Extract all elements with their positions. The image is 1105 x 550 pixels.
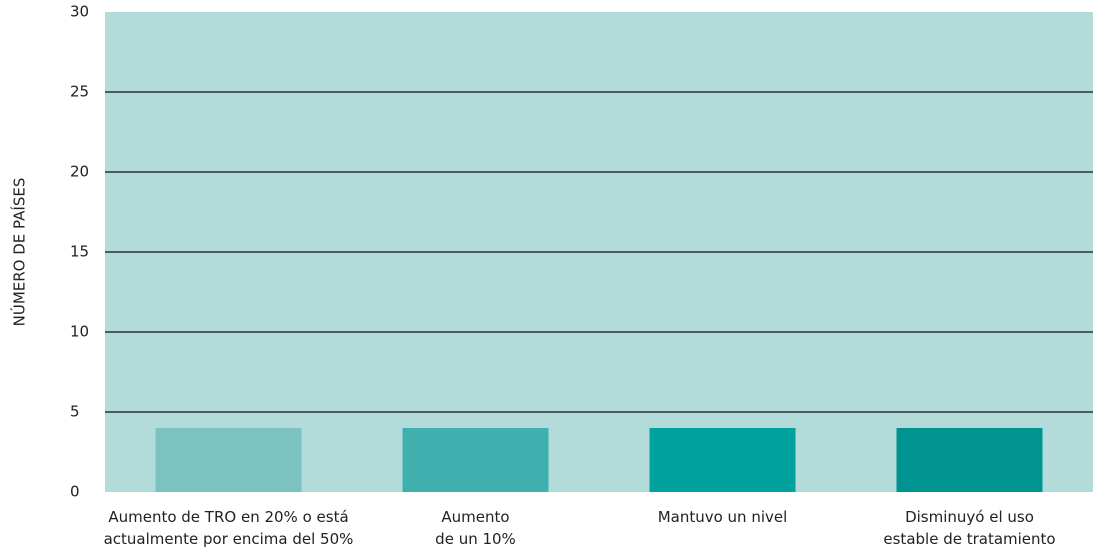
bar [402,428,549,492]
x-tick-label-line: de un 10% [435,530,516,548]
x-tick-label-line: Mantuvo un nivel [658,508,788,526]
x-tick-label-line: Aumento [441,508,509,526]
x-tick-label-line: estable de tratamiento [883,530,1055,548]
y-tick-label: 5 [70,403,80,421]
y-tick-label: 30 [70,3,89,21]
x-tick-label: Aumento de un 10% [435,508,516,548]
x-tick-label: Mantuvo un nivel [658,508,788,526]
bar [896,428,1043,492]
bar [155,428,302,492]
y-tick-label: 25 [70,83,89,101]
x-tick-label: Aumento de TRO en 20% o está actualmente … [104,508,354,548]
y-tick-label: 15 [70,243,89,261]
y-axis-label: NÚMERO DE PAÍSES [10,178,29,327]
bar [649,428,796,492]
x-tick-label: Disminuyó el uso estable de tratamiento [883,508,1055,548]
y-tick-label: 0 [70,483,80,501]
x-tick-label-line: Aumento de TRO en 20% o está [108,508,348,526]
y-tick-label: 20 [70,163,89,181]
x-tick-label-line: actualmente por encima del 50% [104,530,354,548]
x-tick-label-line: Disminuyó el uso [905,508,1034,526]
y-tick-label: 10 [70,323,89,341]
